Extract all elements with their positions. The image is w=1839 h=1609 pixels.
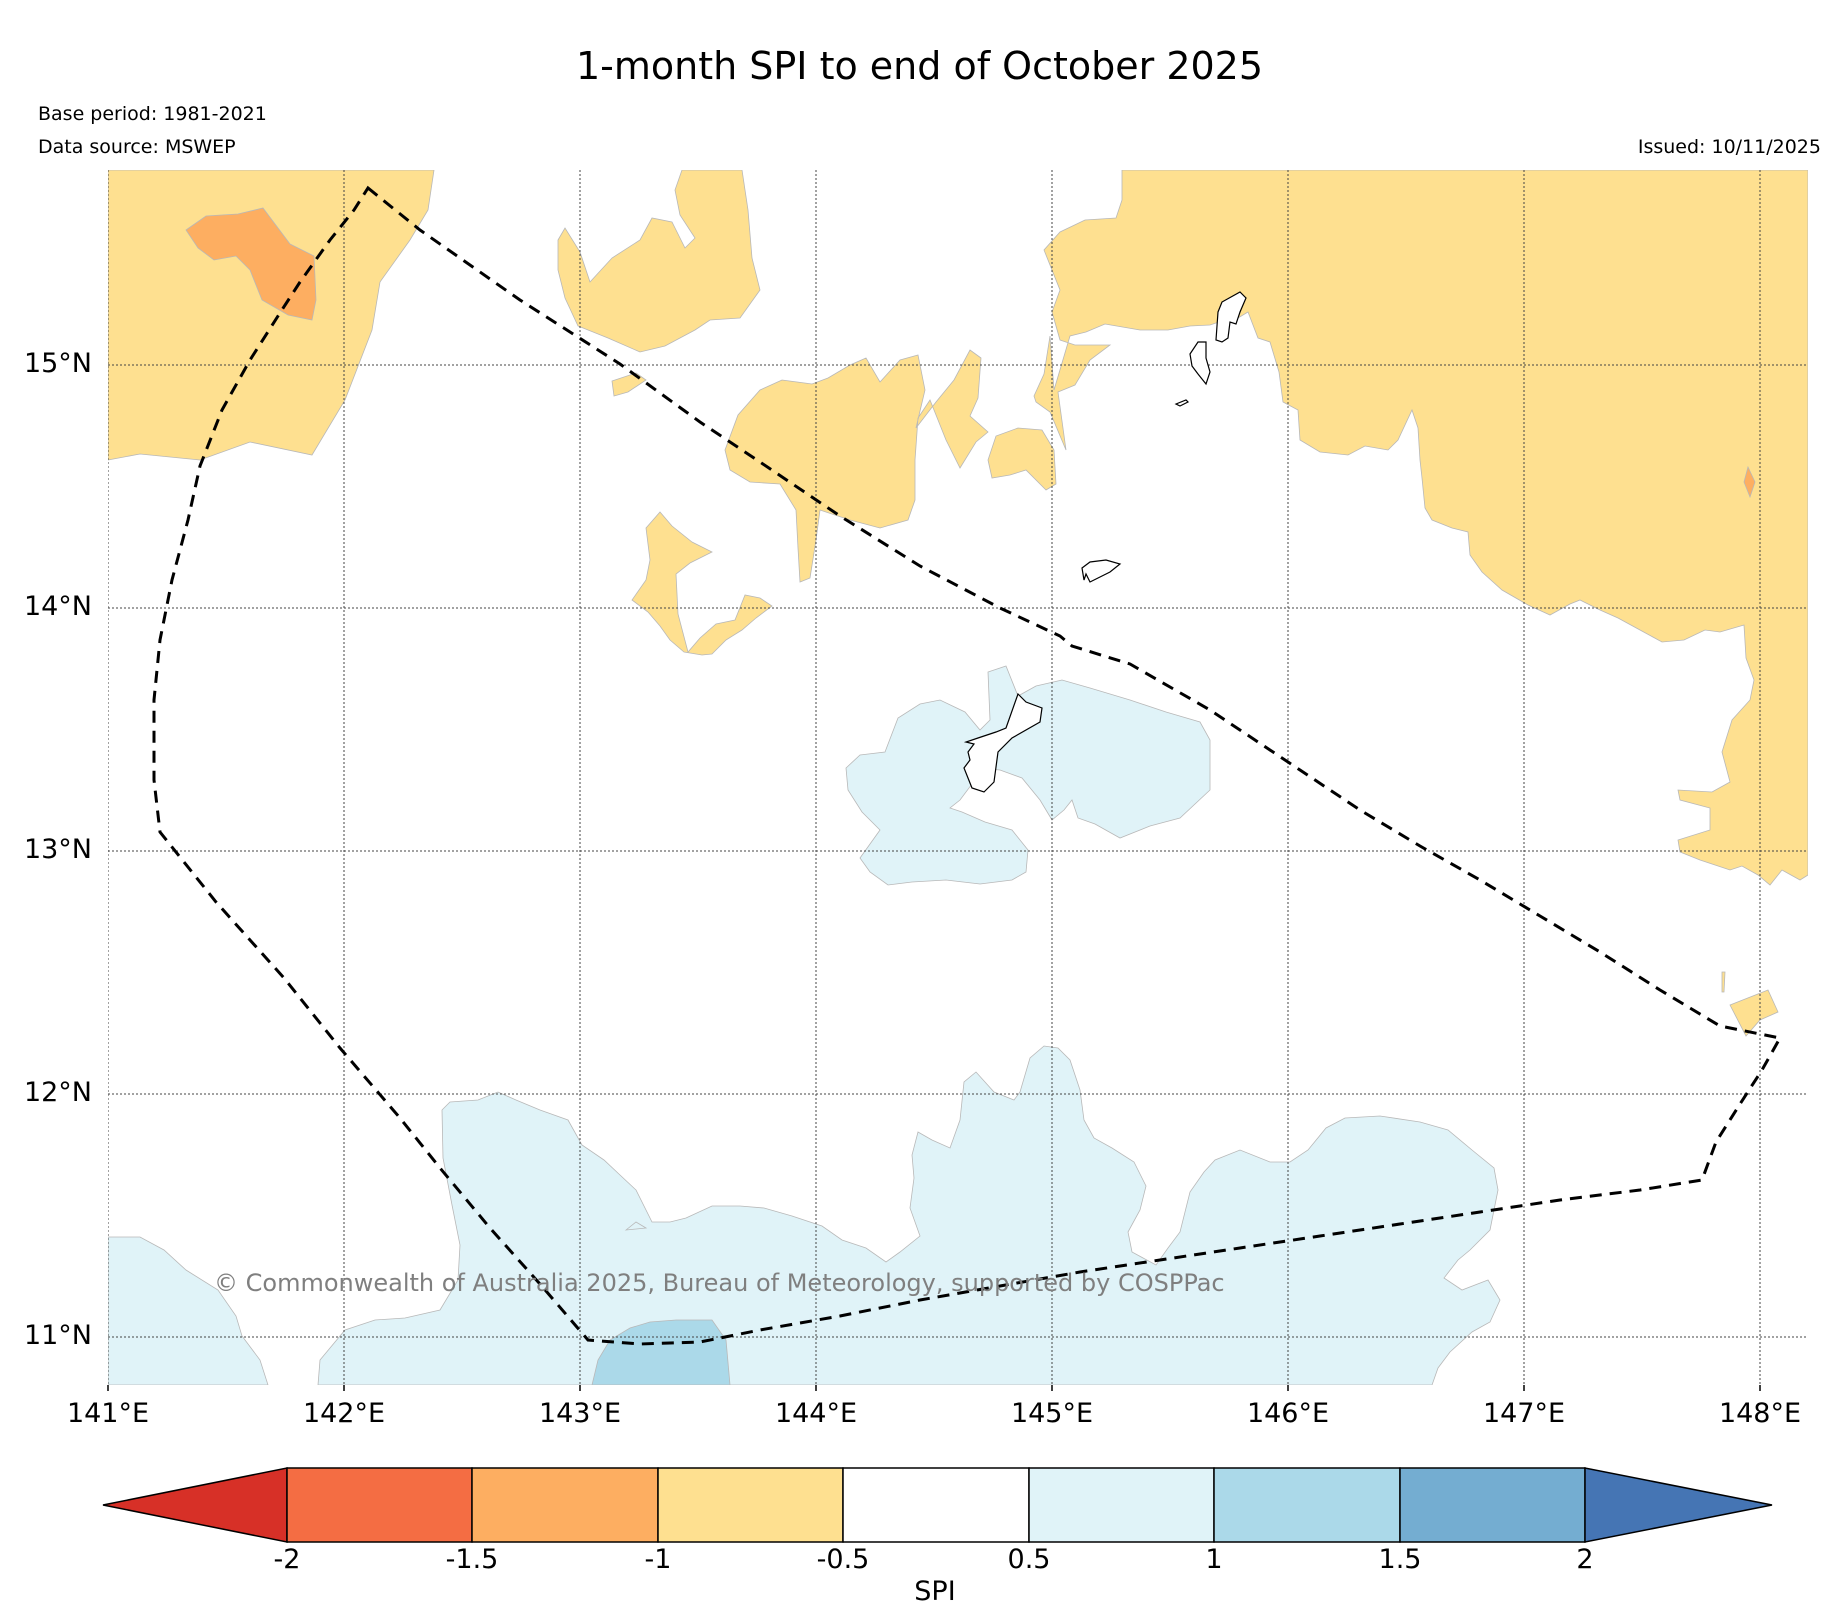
colorbar-tick-label: 2 <box>1576 1544 1594 1575</box>
lon-label-141e: 141°E <box>66 1398 150 1429</box>
wet-region-small-mid <box>624 1221 648 1231</box>
dry-region-northeast-large <box>1033 170 1808 886</box>
lon-label-145e: 145°E <box>1010 1398 1094 1429</box>
axis-ticks <box>107 1385 1761 1391</box>
lon-label-143e: 143°E <box>538 1398 622 1429</box>
colorbar-tick-label: 0.5 <box>1007 1544 1051 1575</box>
dry-region-northwest <box>108 170 435 461</box>
colorbar-segment <box>471 1467 659 1543</box>
colorbar-segment <box>286 1467 473 1543</box>
moderately-dry-regions <box>185 207 1756 499</box>
eez-boundary <box>152 185 1783 1346</box>
colorbar-tick-label: -2 <box>273 1544 301 1575</box>
colorbar-extend-low <box>102 1467 288 1543</box>
lon-label-144e: 144°E <box>774 1398 858 1429</box>
dry-region-east-sliver <box>1721 971 1726 993</box>
dry-region-north-center-a <box>557 170 761 353</box>
colorbar-segment <box>657 1467 844 1543</box>
colorbar-segment <box>1028 1467 1215 1543</box>
issued-date-text: Issued: 10/11/2025 <box>1637 136 1821 158</box>
dry-region-center-small <box>987 427 1057 491</box>
base-period-text: Base period: 1981-2021 <box>38 103 267 125</box>
colorbar-segment <box>1399 1467 1586 1543</box>
island-aguijan <box>1174 399 1190 407</box>
dry-region-center-large <box>724 349 989 583</box>
lon-label-148e: 148°E <box>1718 1398 1802 1429</box>
lat-label-14n: 14°N <box>23 591 92 622</box>
wet-region-central-island <box>845 665 1211 886</box>
moderately-dry-patch-northwest <box>185 207 317 321</box>
data-source-text: Data source: MSWEP <box>38 136 236 158</box>
colorbar-tick-label: -1 <box>644 1544 672 1575</box>
map-title: 1-month SPI to end of October 2025 <box>575 44 1264 88</box>
colorbar-extend-high <box>1584 1467 1773 1543</box>
colorbar-segment <box>1213 1467 1401 1543</box>
wet-region-southwest <box>108 1236 269 1385</box>
island-saipan <box>1215 291 1247 343</box>
dry-region-east-small <box>1729 989 1779 1037</box>
colorbar-title: SPI <box>914 1576 956 1607</box>
colorbar-tick-label: 1.5 <box>1378 1544 1422 1575</box>
lat-label-13n: 13°N <box>23 834 92 865</box>
lat-label-11n: 11°N <box>23 1320 92 1351</box>
colorbar-tick-label: -0.5 <box>816 1544 870 1575</box>
lon-label-146e: 146°E <box>1246 1398 1330 1429</box>
wet-regions <box>108 665 1501 1385</box>
moderately-wet-regions <box>591 1319 731 1385</box>
island-tinian <box>1189 341 1211 386</box>
dry-regions <box>108 170 1808 1037</box>
colorbar-tick-label: 1 <box>1205 1544 1223 1575</box>
lat-label-12n: 12°N <box>23 1077 92 1108</box>
island-rota <box>1081 559 1122 583</box>
dry-region-south-hook <box>631 511 773 656</box>
island-guam <box>963 692 1043 793</box>
wet-region-south-large <box>317 1045 1501 1385</box>
colorbar-tick-label: -1.5 <box>445 1544 499 1575</box>
graticule <box>108 170 1808 1385</box>
lon-label-142e: 142°E <box>302 1398 386 1429</box>
copyright-text: © Commonwealth of Australia 2025, Bureau… <box>214 1269 1225 1297</box>
lat-label-15n: 15°N <box>23 348 92 379</box>
lon-label-147e: 147°E <box>1482 1398 1566 1429</box>
colorbar-segment <box>842 1467 1030 1543</box>
moderately-dry-patch-east <box>1743 465 1756 499</box>
moderately-wet-patch-south <box>591 1319 731 1385</box>
coastlines <box>963 291 1247 793</box>
